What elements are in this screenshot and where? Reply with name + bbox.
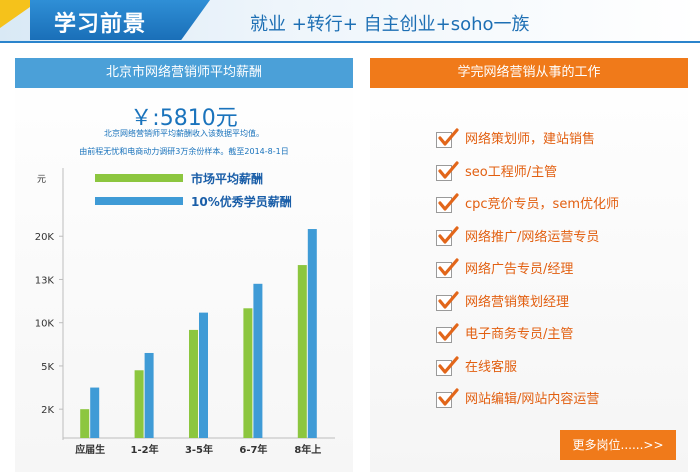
legend-swatch-market-average	[95, 174, 183, 182]
y-tick-label: 2K	[41, 405, 54, 416]
checkmark-icon	[436, 128, 459, 148]
job-item: 网站编辑/网站内容运营	[436, 388, 619, 425]
job-label: seo工程师/主管	[465, 164, 558, 180]
job-label: cpc竞价专员，sem优化师	[465, 197, 619, 212]
checkmark-icon	[436, 258, 459, 278]
job-item: seo工程师/主管	[436, 160, 619, 198]
slogan: 就业 +转行+ 自主创业+soho一族	[250, 14, 530, 35]
bar-top-students	[199, 312, 208, 438]
salary-panel-title: 北京市网络营销师平均薪酬	[15, 58, 353, 88]
job-label: 网络推广/网络运营专员	[465, 229, 600, 245]
job-label: 电子商务专员/主管	[465, 327, 574, 342]
y-tick-label: 10K	[35, 319, 55, 330]
job-item: 网络推广/网络运营专员	[436, 225, 619, 263]
bar-top-students	[90, 387, 100, 438]
salary-panel: 北京市网络营销师平均薪酬 ￥:5810元 北京网络营销师平均薪酬收入该数据平均值…	[15, 48, 353, 472]
salary-source-note: 由前程无忧和电商动力调研3万余份样本。截至2014-8-1日	[79, 147, 289, 156]
checkmark-icon	[436, 193, 459, 213]
job-item: 网络策划师，建站销售	[436, 128, 619, 165]
checkmark-icon	[436, 323, 459, 343]
bar-market-average	[134, 370, 144, 438]
job-item: 电子商务专员/主管	[436, 323, 619, 360]
legend-label: 10%优秀学员薪酬	[191, 194, 292, 209]
x-tick-label: 8年上	[294, 443, 321, 456]
salary-bar-chart: 2K 5K 10K 13K 20K 应届生 1-2年 3-5年 6-7年 8年上 市场平均薪酬 10%…	[35, 168, 335, 456]
checkmark-icon	[436, 388, 459, 408]
legend-swatch-top-students	[95, 197, 183, 205]
checkmark-icon	[436, 290, 459, 311]
bar-top-students	[307, 229, 317, 438]
x-tick-label: 6-7年	[239, 443, 267, 456]
page-header: 学习前景 就业 +转行+ 自主创业+soho一族	[0, 0, 700, 43]
title-tab: 学习前景	[30, 0, 210, 40]
average-salary: ￥:5810元	[130, 106, 238, 131]
job-label: 网站编辑/网站内容运营	[465, 392, 600, 407]
job-label: 网络营销策划经理	[465, 294, 570, 310]
checkmark-icon	[436, 160, 459, 181]
legend-label: 市场平均薪酬	[191, 171, 263, 186]
y-tick-label: 20K	[35, 232, 55, 243]
bar-market-average	[297, 265, 307, 438]
y-tick-label: 13K	[35, 275, 55, 286]
job-item: 网络广告专员/经理	[436, 258, 619, 295]
job-item: 在线客服	[436, 355, 619, 393]
job-item: 网络营销策划经理	[436, 290, 619, 328]
more-jobs-button[interactable]: 更多岗位......>>	[560, 430, 676, 460]
checkmark-icon	[436, 225, 459, 246]
bar-market-average	[243, 308, 253, 438]
x-tick-label: 3-5年	[185, 443, 213, 456]
bar-top-students	[253, 283, 263, 438]
bar-market-average	[80, 409, 90, 438]
job-list: 网络策划师，建站销售 seo工程师/主管 cpc竞价专员，sem优化师 网络推广/网络…	[436, 128, 619, 425]
y-axis-unit: 元	[37, 175, 47, 185]
page-title: 学习前景	[54, 12, 147, 37]
jobs-panel: 学完网络营销从事的工作 网络策划师，建站销售 seo工程师/主管 cpc竞价专员，s…	[370, 48, 688, 472]
x-tick-label: 1-2年	[131, 443, 159, 456]
bar-market-average	[189, 329, 198, 438]
salary-note: 北京网络营销师平均薪酬收入该数据平均值。	[104, 129, 264, 138]
checkmark-icon	[436, 355, 459, 376]
y-tick-label: 5K	[41, 362, 54, 373]
job-label: 在线客服	[465, 359, 518, 375]
x-tick-label: 应届生	[75, 443, 105, 456]
job-label: 网络广告专员/经理	[465, 262, 574, 277]
jobs-panel-title: 学完网络营销从事的工作	[370, 58, 688, 88]
job-label: 网络策划师，建站销售	[465, 132, 596, 147]
job-item: cpc竞价专员，sem优化师	[436, 193, 619, 230]
bar-top-students	[144, 352, 154, 438]
header-divider	[0, 41, 700, 43]
